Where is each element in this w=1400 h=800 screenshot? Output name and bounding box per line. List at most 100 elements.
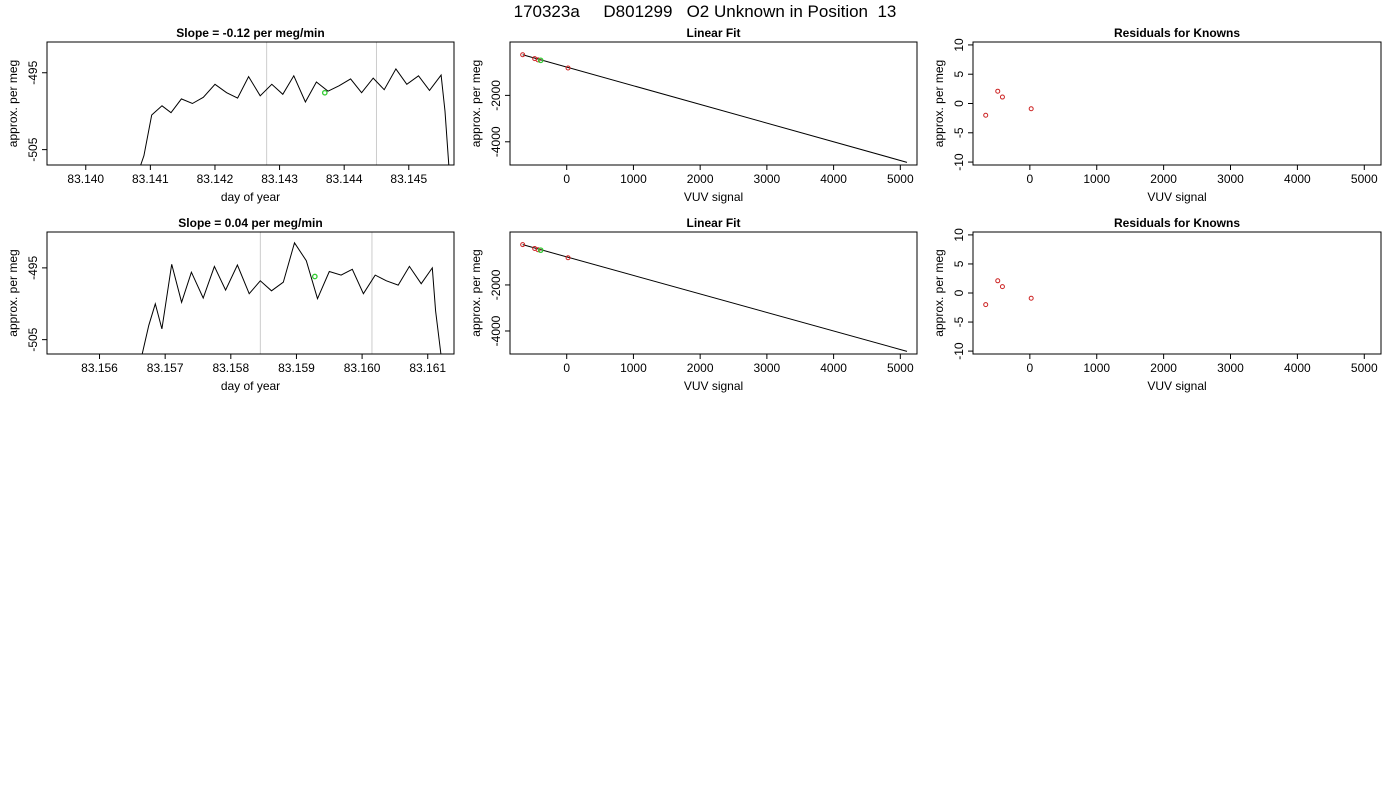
y-axis-label: approx. per meg <box>932 249 946 336</box>
plot-title: Slope = 0.04 per meg/min <box>178 216 322 230</box>
y-axis-label: approx. per meg <box>469 249 483 336</box>
x-tick-label: 2000 <box>687 361 714 375</box>
data-point <box>535 57 541 63</box>
x-tick-label: 0 <box>563 361 570 375</box>
highlight-point <box>537 57 544 64</box>
x-axis-label: VUV signal <box>1147 190 1206 204</box>
plot-p3: Residuals for Knowns 0 1000 2000 3000 4000 500… <box>932 26 1382 204</box>
x-tick-label: 1000 <box>620 361 647 375</box>
y-tick-label: -10 <box>952 342 966 360</box>
plot-title: Linear Fit <box>686 26 740 40</box>
x-tick-label: 0 <box>563 172 570 186</box>
page-title: 170323a D801299 O2 Unknown in Position 1… <box>513 2 897 21</box>
y-tick-label: -495 <box>26 256 40 280</box>
x-tick-label: 83.157 <box>147 361 184 375</box>
x-tick-label: 83.159 <box>278 361 315 375</box>
plot-title: Linear Fit <box>686 216 740 230</box>
data-point <box>565 65 571 71</box>
x-tick-label: 4000 <box>820 172 847 186</box>
x-axis-label: day of year <box>221 379 280 393</box>
y-tick-label: -10 <box>952 153 966 171</box>
data-point <box>983 302 989 308</box>
plot-title: Slope = -0.12 per meg/min <box>176 26 324 40</box>
x-tick-label: 83.140 <box>67 172 104 186</box>
data-point <box>1028 295 1034 301</box>
x-tick-label: 2000 <box>1150 361 1177 375</box>
data-point <box>983 112 989 118</box>
data-point <box>995 88 1001 94</box>
data-point <box>999 94 1005 100</box>
x-tick-label: 83.143 <box>261 172 298 186</box>
data-point <box>520 52 526 58</box>
x-tick-label: 83.145 <box>390 172 427 186</box>
series-line <box>140 67 450 165</box>
y-tick-label: -4000 <box>489 315 503 346</box>
x-tick-label: 4000 <box>820 361 847 375</box>
plot-frame <box>509 41 918 166</box>
highlight-point <box>311 273 318 280</box>
y-axis-label: approx. per meg <box>469 60 483 147</box>
highlight-point <box>321 89 328 96</box>
series-line <box>141 241 442 354</box>
plot-p5: Linear Fit 0 1000 2000 3000 4000 5000 -2000 -400… <box>469 216 918 393</box>
y-axis-label: approx. per meg <box>932 60 946 147</box>
y-tick-label: 5 <box>952 260 966 267</box>
x-tick-label: 0 <box>1027 361 1034 375</box>
plot-title: Residuals for Knowns <box>1114 216 1240 230</box>
x-tick-label: 3000 <box>1217 361 1244 375</box>
y-tick-label: -505 <box>26 327 40 351</box>
plot-frame <box>46 231 455 355</box>
x-axis-label: day of year <box>221 190 280 204</box>
x-tick-label: 83.141 <box>132 172 169 186</box>
x-tick-label: 4000 <box>1284 172 1311 186</box>
x-tick-label: 5000 <box>1351 361 1378 375</box>
x-tick-label: 5000 <box>887 172 914 186</box>
x-tick-label: 83.144 <box>326 172 363 186</box>
data-point <box>1028 106 1034 112</box>
plot-p1: Slope = -0.12 per meg/min 83.140 83.141 83.… <box>6 26 455 204</box>
data-point <box>565 255 571 261</box>
x-tick-label: 5000 <box>887 361 914 375</box>
x-axis-label: VUV signal <box>684 379 743 393</box>
plot-frame <box>46 41 455 166</box>
y-tick-label: -5 <box>952 316 966 327</box>
x-tick-label: 0 <box>1027 172 1034 186</box>
x-tick-label: 3000 <box>754 172 781 186</box>
plot-p2: Linear Fit 0 1000 2000 3000 4000 5000 -2000 -400… <box>469 26 918 204</box>
y-tick-label: -2000 <box>489 269 503 300</box>
data-point <box>995 278 1001 284</box>
y-tick-label: 10 <box>952 38 966 52</box>
x-tick-label: 83.158 <box>212 361 249 375</box>
data-point <box>520 242 526 248</box>
y-tick-label: -2000 <box>489 80 503 111</box>
y-axis-label: approx. per meg <box>6 249 20 336</box>
y-tick-label: -5 <box>952 127 966 138</box>
x-tick-label: 5000 <box>1351 172 1378 186</box>
plot-p6: Residuals for Knowns 0 1000 2000 3000 4000 500… <box>932 216 1382 393</box>
y-tick-label: -505 <box>26 137 40 161</box>
x-tick-label: 83.156 <box>81 361 118 375</box>
x-tick-label: 83.161 <box>409 361 446 375</box>
x-tick-label: 3000 <box>1217 172 1244 186</box>
plot-frame <box>972 231 1382 355</box>
y-tick-label: 5 <box>952 71 966 78</box>
data-point <box>999 284 1005 290</box>
x-tick-label: 1000 <box>1083 361 1110 375</box>
y-tick-label: -495 <box>26 60 40 84</box>
plot-frame <box>509 231 918 355</box>
plot-title: Residuals for Knowns <box>1114 26 1240 40</box>
plot-p4: Slope = 0.04 per meg/min 83.156 83.157 83.1… <box>6 216 455 393</box>
x-tick-label: 3000 <box>754 361 781 375</box>
fit-line <box>522 54 908 163</box>
x-tick-label: 1000 <box>620 172 647 186</box>
x-tick-label: 83.160 <box>344 361 381 375</box>
y-tick-label: -4000 <box>489 126 503 157</box>
data-point <box>535 247 541 253</box>
x-tick-label: 2000 <box>1150 172 1177 186</box>
y-axis-label: approx. per meg <box>6 60 20 147</box>
x-axis-label: VUV signal <box>684 190 743 204</box>
x-tick-label: 1000 <box>1083 172 1110 186</box>
x-tick-label: 4000 <box>1284 361 1311 375</box>
y-tick-label: 0 <box>952 100 966 107</box>
